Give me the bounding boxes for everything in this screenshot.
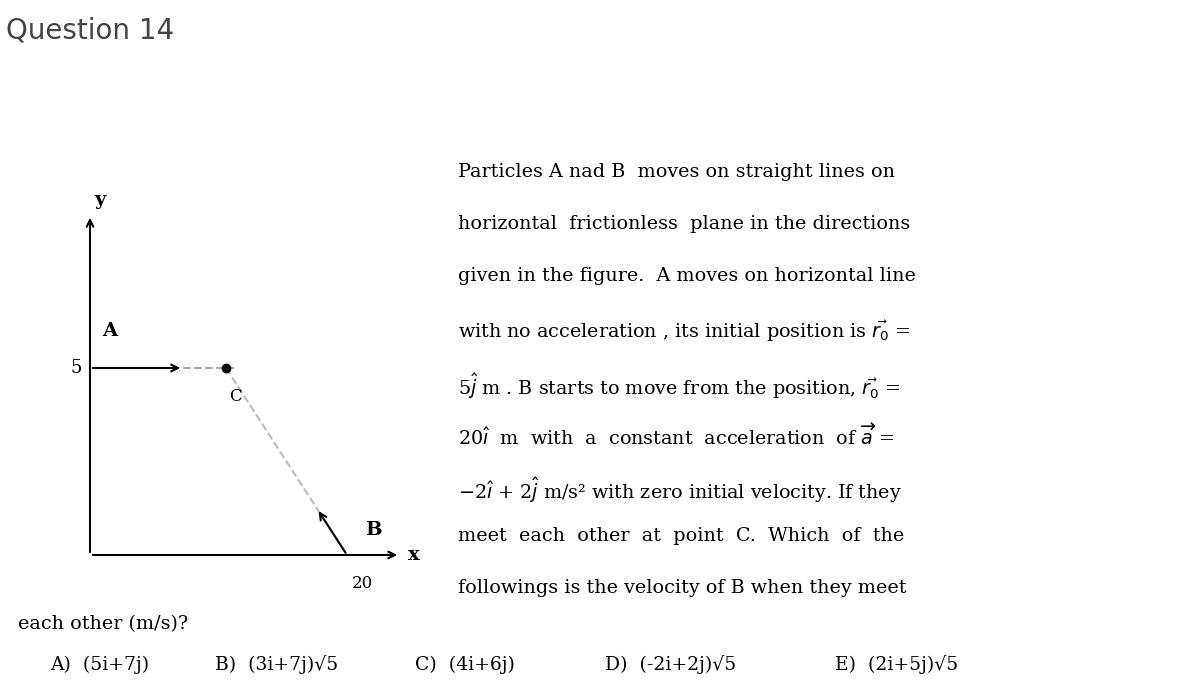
Text: x: x [408,546,420,564]
Text: Particles A nad B  moves on straight lines on: Particles A nad B moves on straight line… [458,163,895,181]
Text: 20$\hat{\imath}$  m  with  a  constant  acceleration  of $\overrightarrow{a}$ =: 20$\hat{\imath}$ m with a constant accel… [458,423,894,449]
Text: E)  (2i+5j)√5: E) (2i+5j)√5 [835,655,959,674]
Text: each other (m/s)?: each other (m/s)? [18,615,188,633]
Text: B)  (3i+7j)√5: B) (3i+7j)√5 [215,655,338,674]
Text: 20: 20 [352,575,373,592]
Text: C: C [229,388,241,405]
Text: meet  each  other  at  point  C.  Which  of  the: meet each other at point C. Which of the [458,527,905,545]
Text: A: A [102,322,118,340]
Text: A)  (5i+7j): A) (5i+7j) [50,656,149,674]
Text: 5: 5 [71,359,82,377]
Text: $-$2$\hat{\imath}$ + 2$\hat{j}$ m/s² with zero initial velocity. If they: $-$2$\hat{\imath}$ + 2$\hat{j}$ m/s² wit… [458,475,902,505]
Text: Question 14: Question 14 [6,16,174,44]
Text: given in the figure.  A moves on horizontal line: given in the figure. A moves on horizont… [458,267,916,285]
Text: B: B [365,521,382,539]
Text: y: y [95,191,106,209]
Text: C)  (4i+6j): C) (4i+6j) [415,656,515,674]
Text: D)  (-2i+2j)√5: D) (-2i+2j)√5 [605,655,737,674]
Text: 5$\hat{j}$ m . B starts to move from the position, $\vec{r_0}$ =: 5$\hat{j}$ m . B starts to move from the… [458,371,901,401]
Text: followings is the velocity of B when they meet: followings is the velocity of B when the… [458,579,906,597]
Text: horizontal  frictionless  plane in the directions: horizontal frictionless plane in the dir… [458,215,911,233]
Text: with no acceleration , its initial position is $\vec{r_0}$ =: with no acceleration , its initial posit… [458,319,911,344]
